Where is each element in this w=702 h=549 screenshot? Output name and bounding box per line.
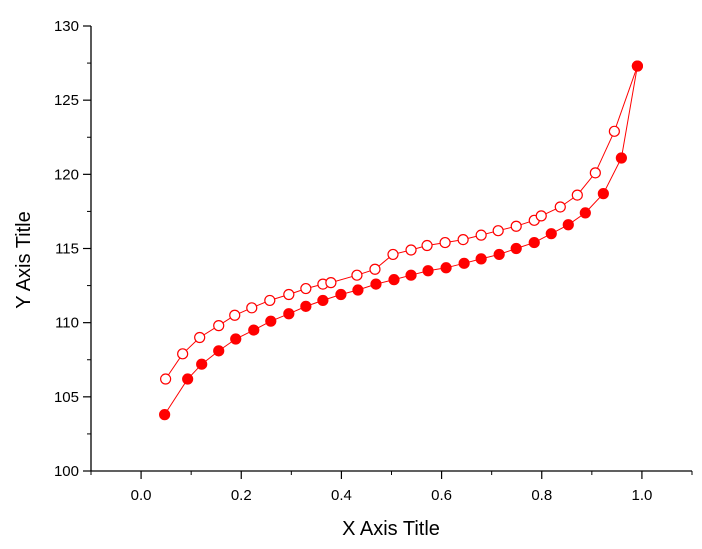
data-point — [317, 294, 329, 307]
data-point — [528, 236, 540, 249]
x-tick-label: 0.0 — [131, 487, 152, 504]
data-point — [457, 234, 469, 246]
data-point — [554, 201, 566, 213]
data-point — [405, 269, 417, 281]
series-line — [165, 65, 638, 380]
data-point — [283, 288, 295, 301]
x-tick-label: 0.2 — [231, 487, 252, 504]
data-point — [159, 409, 171, 421]
data-point — [264, 294, 276, 307]
data-point — [325, 277, 337, 289]
data-point — [579, 207, 591, 219]
y-axis-title: Y Axis Title — [13, 211, 35, 308]
data-point — [248, 324, 260, 336]
data-point — [194, 331, 206, 344]
data-point — [475, 229, 487, 241]
data-point — [213, 345, 225, 357]
data-point — [439, 236, 451, 249]
data-point — [475, 253, 487, 265]
y-tick-label: 130 — [54, 18, 79, 35]
data-point — [405, 244, 417, 256]
data-point — [458, 257, 470, 269]
data-point — [196, 358, 208, 370]
data-point — [370, 278, 382, 290]
data-point — [589, 167, 601, 179]
series-line — [164, 66, 638, 415]
data-point — [300, 282, 312, 295]
data-point — [388, 274, 400, 286]
y-tick-label: 100 — [54, 463, 79, 480]
series-1 — [160, 60, 644, 385]
axes: 0.0 0.2 0.4 0.6 0.8 1.0 100 105 110 115 120 125 130 — [54, 18, 693, 504]
data-point — [440, 262, 452, 274]
x-tick-label: 0.6 — [431, 487, 452, 504]
data-point — [229, 309, 241, 321]
data-point — [615, 152, 627, 164]
plot-series — [159, 60, 644, 421]
x-tick-label: 0.8 — [531, 487, 552, 504]
y-tick-label: 115 — [55, 241, 79, 258]
data-point — [300, 300, 312, 312]
x-tick-label: 1.0 — [631, 487, 652, 504]
data-point — [283, 308, 295, 320]
y-tick-label: 105 — [54, 389, 79, 406]
x-axis-title: X Axis Title — [342, 518, 440, 540]
data-point — [510, 220, 522, 232]
data-point — [545, 228, 557, 240]
data-point — [493, 248, 505, 261]
data-point — [421, 239, 433, 252]
data-point — [631, 60, 644, 72]
data-point — [352, 284, 364, 296]
data-point — [246, 302, 258, 314]
data-point — [562, 219, 574, 231]
data-point — [265, 315, 277, 327]
data-point — [351, 269, 363, 281]
data-point — [182, 373, 194, 385]
data-point — [369, 263, 381, 275]
data-point — [535, 210, 547, 222]
data-point — [213, 320, 225, 332]
data-point — [510, 242, 522, 255]
y-tick-label: 125 — [54, 92, 79, 109]
data-point — [597, 188, 609, 200]
data-point — [387, 248, 399, 261]
data-point — [230, 333, 242, 345]
x-tick-label: 0.4 — [331, 487, 352, 504]
series-2 — [159, 60, 644, 421]
y-tick-label: 120 — [54, 166, 79, 183]
data-point — [492, 225, 504, 237]
data-point — [335, 288, 347, 301]
data-point — [177, 348, 189, 360]
y-tick-label: 110 — [55, 315, 79, 332]
data-point — [160, 373, 172, 385]
data-point — [571, 189, 583, 201]
data-point — [422, 265, 434, 277]
data-point — [608, 125, 620, 137]
